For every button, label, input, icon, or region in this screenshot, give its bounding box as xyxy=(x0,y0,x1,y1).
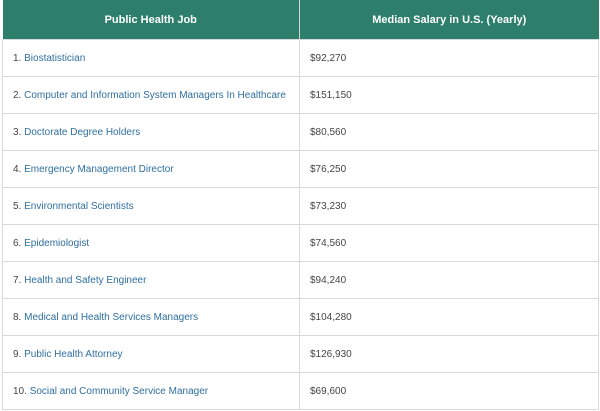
table-row: 8. Medical and Health Services Managers … xyxy=(2,298,599,336)
job-cell: 5. Environmental Scientists xyxy=(2,187,300,225)
table-row: 6. Epidemiologist $74,560 xyxy=(2,224,599,262)
job-link[interactable]: Emergency Management Director xyxy=(24,163,174,175)
job-cell: 10. Social and Community Service Manager xyxy=(2,372,300,410)
table-row: 5. Environmental Scientists $73,230 xyxy=(2,187,599,225)
salary-cell: $80,560 xyxy=(299,113,599,151)
job-cell: 1. Biostatistician xyxy=(2,39,300,77)
job-cell: 7. Health and Safety Engineer xyxy=(2,261,300,299)
job-link[interactable]: Doctorate Degree Holders xyxy=(24,126,141,138)
row-number: 3. xyxy=(13,126,22,138)
salary-cell: $92,270 xyxy=(299,39,599,77)
table-row: 2. Computer and Information System Manag… xyxy=(2,76,599,114)
job-link[interactable]: Public Health Attorney xyxy=(24,348,123,360)
job-cell: 3. Doctorate Degree Holders xyxy=(2,113,300,151)
table-row: 7. Health and Safety Engineer $94,240 xyxy=(2,261,599,299)
row-number: 8. xyxy=(13,311,22,323)
job-link[interactable]: Epidemiologist xyxy=(24,237,90,249)
salary-cell: $73,230 xyxy=(299,187,599,225)
job-link[interactable]: Biostatistician xyxy=(24,52,86,64)
row-number: 9. xyxy=(13,348,22,360)
job-link[interactable]: Computer and Information System Managers… xyxy=(24,89,286,101)
row-number: 5. xyxy=(13,200,22,212)
row-number: 6. xyxy=(13,237,22,249)
job-cell: 8. Medical and Health Services Managers xyxy=(2,298,300,336)
salary-cell: $76,250 xyxy=(299,150,599,188)
table-header-row: Public Health Job Median Salary in U.S. … xyxy=(2,0,599,40)
job-cell: 4. Emergency Management Director xyxy=(2,150,300,188)
salary-cell: $94,240 xyxy=(299,261,599,299)
row-number: 2. xyxy=(13,89,22,101)
header-salary: Median Salary in U.S. (Yearly) xyxy=(299,0,599,40)
row-number: 7. xyxy=(13,274,22,286)
job-cell: 6. Epidemiologist xyxy=(2,224,300,262)
salary-cell: $126,930 xyxy=(299,335,599,373)
salary-cell: $69,600 xyxy=(299,372,599,410)
header-job: Public Health Job xyxy=(2,0,300,40)
salary-cell: $74,560 xyxy=(299,224,599,262)
job-cell: 2. Computer and Information System Manag… xyxy=(2,76,300,114)
row-number: 4. xyxy=(13,163,22,175)
table-row: 3. Doctorate Degree Holders $80,560 xyxy=(2,113,599,151)
job-link[interactable]: Medical and Health Services Managers xyxy=(24,311,199,323)
table-row: 4. Emergency Management Director $76,250 xyxy=(2,150,599,188)
table-row: 10. Social and Community Service Manager… xyxy=(2,372,599,410)
row-number: 10. xyxy=(13,385,27,397)
job-cell: 9. Public Health Attorney xyxy=(2,335,300,373)
salary-cell: $104,280 xyxy=(299,298,599,336)
table-row: 1. Biostatistician $92,270 xyxy=(2,39,599,77)
row-number: 1. xyxy=(13,52,22,64)
job-link[interactable]: Health and Safety Engineer xyxy=(24,274,147,286)
table-row: 9. Public Health Attorney $126,930 xyxy=(2,335,599,373)
job-link[interactable]: Environmental Scientists xyxy=(24,200,134,212)
salary-cell: $151,150 xyxy=(299,76,599,114)
job-link[interactable]: Social and Community Service Manager xyxy=(29,385,209,397)
